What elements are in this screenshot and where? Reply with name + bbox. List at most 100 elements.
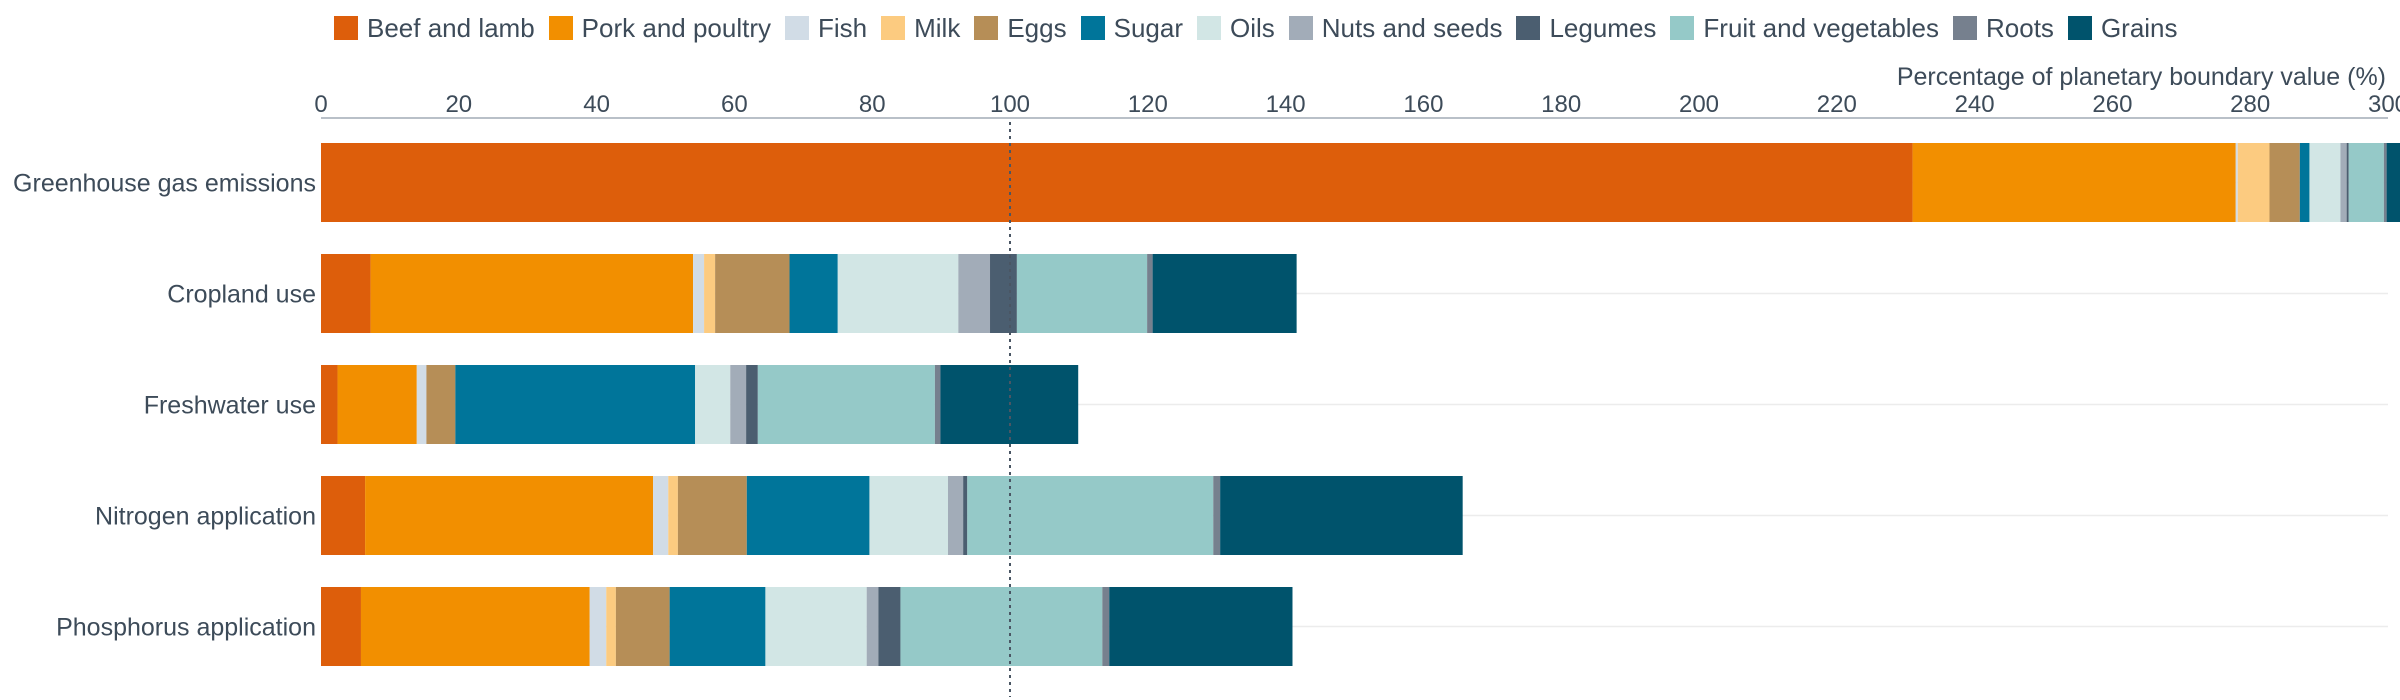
- bar-segment: [2235, 143, 2238, 222]
- bar-segment: [1152, 254, 1297, 333]
- legend-item: Roots: [1953, 13, 2054, 44]
- bar-segment: [2237, 143, 2270, 222]
- bar-segment: [2348, 143, 2384, 222]
- bar-segment: [746, 476, 870, 555]
- bar-segment: [370, 254, 694, 333]
- legend-label: Oils: [1230, 12, 1275, 43]
- x-tick-label: 40: [583, 91, 610, 118]
- legend-item: Milk: [881, 13, 960, 44]
- category-label: Phosphorus application: [56, 614, 316, 642]
- x-tick-label: 20: [445, 91, 472, 118]
- legend-label: Nuts and seeds: [1321, 12, 1503, 43]
- bar-segment: [2383, 143, 2387, 222]
- x-tick-label: 60: [721, 91, 748, 118]
- legend-label: Beef and lamb: [367, 12, 535, 43]
- bar-segment: [2386, 143, 2400, 222]
- x-tick-label: 200: [1679, 91, 1719, 118]
- x-tick-label: 180: [1541, 91, 1581, 118]
- legend-item: Nuts and seeds: [1288, 12, 1503, 44]
- legend-swatch: [1288, 16, 1313, 40]
- legend-swatch: [1197, 16, 1221, 40]
- bar-segment: [693, 254, 705, 333]
- legend-label: Fish: [818, 12, 868, 43]
- bar-segment: [963, 476, 968, 555]
- x-tick-label: 260: [2092, 91, 2132, 118]
- x-tick-label: 0: [314, 91, 327, 118]
- bar-segment: [730, 365, 747, 444]
- bar-segment: [321, 365, 338, 444]
- bar-segment: [715, 254, 790, 333]
- bar-segment: [1147, 254, 1153, 333]
- legend-swatch: [548, 16, 573, 40]
- legend-label: Sugar: [1113, 12, 1183, 43]
- bar-segment: [967, 476, 1214, 555]
- bar-segment: [2346, 143, 2349, 222]
- legend-swatch: [1953, 16, 1978, 40]
- legend-item: Eggs: [974, 12, 1067, 44]
- legend-label: Eggs: [1007, 12, 1067, 43]
- legend-label: Roots: [1986, 12, 2054, 43]
- x-tick-label: 80: [859, 91, 886, 118]
- bar-segment: [360, 587, 590, 666]
- bar-segment: [337, 365, 417, 444]
- bar-segment: [746, 365, 758, 444]
- legend-swatch: [1516, 16, 1541, 40]
- bar-segment: [1102, 587, 1110, 666]
- bar-segment: [757, 365, 935, 444]
- legend-item: Fruit and vegetables: [1670, 13, 1939, 44]
- bar-segment: [1016, 254, 1148, 333]
- legend-item: Legumes: [1516, 13, 1656, 44]
- bar-segment: [789, 254, 838, 333]
- legend-item: Beef and lamb: [334, 13, 535, 44]
- legend-swatch: [1670, 16, 1695, 40]
- bar-segment: [2309, 143, 2341, 222]
- legend-item: Oils: [1197, 13, 1275, 44]
- bar-segment: [1220, 476, 1463, 555]
- bar-segment: [990, 254, 1017, 333]
- bar-segment: [677, 476, 747, 555]
- bar-segment: [765, 587, 867, 666]
- legend-swatch: [334, 16, 358, 40]
- bar-segment: [668, 476, 678, 555]
- bar-segment: [589, 587, 607, 666]
- legend-label: Grains: [2100, 12, 2178, 43]
- x-tick-label: 160: [1403, 91, 1443, 118]
- bar-segment: [615, 587, 670, 666]
- category-label: Greenhouse gas emissions: [13, 170, 316, 198]
- bar-segment: [1912, 143, 2236, 222]
- bar-segment: [669, 587, 766, 666]
- legend-swatch: [881, 16, 906, 40]
- legend-item: Sugar: [1080, 12, 1183, 44]
- bar-segment: [426, 365, 456, 444]
- bar-segment: [321, 143, 1913, 222]
- bar-segment: [365, 476, 654, 555]
- category-label: Cropland use: [167, 281, 316, 309]
- bar-segment: [606, 587, 616, 666]
- x-tick-label: 140: [1266, 91, 1306, 118]
- legend-label: Milk: [914, 12, 961, 43]
- x-tick-label: 300: [2368, 91, 2400, 118]
- bar-segment: [321, 476, 366, 555]
- bar-segment: [2269, 143, 2300, 222]
- bar-segment: [866, 587, 879, 666]
- bar-segment: [416, 365, 427, 444]
- legend-item: Grains: [2067, 12, 2178, 44]
- bar-segment: [837, 254, 959, 333]
- legend-label: Pork and poultry: [581, 12, 771, 43]
- x-tick-label: 220: [1817, 91, 1857, 118]
- legend-item: Pork and poultry: [548, 12, 771, 44]
- bar-segment: [1109, 587, 1293, 666]
- category-label: Nitrogen application: [95, 503, 316, 531]
- bar-segment: [455, 365, 696, 444]
- bar-segment: [869, 476, 948, 555]
- legend-item: Fish: [785, 13, 867, 44]
- bar-segment: [900, 587, 1103, 666]
- legend-swatch: [1080, 16, 1105, 40]
- x-tick-label: 240: [1955, 91, 1995, 118]
- bar-segment: [695, 365, 731, 444]
- bar-segment: [2340, 143, 2347, 222]
- bar-segment: [934, 365, 941, 444]
- legend-label: Legumes: [1549, 12, 1657, 43]
- x-tick-label: 120: [1128, 91, 1168, 118]
- category-label: Freshwater use: [144, 392, 316, 420]
